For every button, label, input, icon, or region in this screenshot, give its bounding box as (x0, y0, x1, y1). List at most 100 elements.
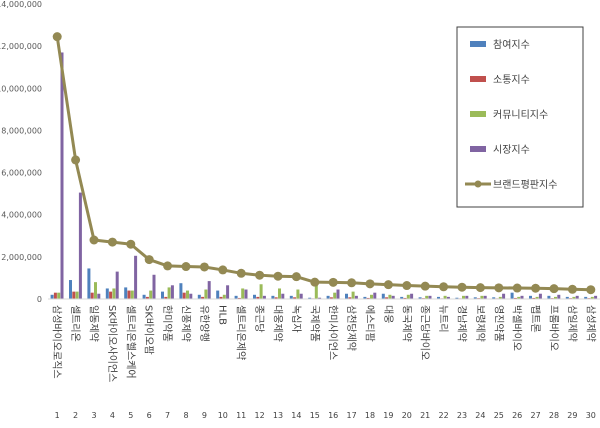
x-index-label: 26 (512, 411, 522, 420)
x-index-label: 20 (402, 411, 412, 420)
bar (271, 295, 275, 299)
x-tick-label: 박셀바이오 (511, 305, 523, 351)
x-tick-label: 뉴트리 (437, 305, 449, 333)
x-index-label: 18 (365, 411, 375, 420)
line-point (236, 268, 246, 278)
x-index-label: 30 (586, 411, 596, 420)
y-tick-label: 6,000,000 (1, 169, 42, 178)
bar (336, 289, 340, 299)
bar (90, 292, 94, 299)
bar (127, 290, 131, 299)
x-index-label: 22 (439, 411, 449, 420)
x-index-label: 2 (73, 411, 78, 420)
legend-label: 시장지수 (493, 144, 530, 156)
bar (572, 296, 576, 299)
bar (590, 296, 594, 299)
x-index-label: 4 (110, 411, 115, 420)
legend-swatch (470, 76, 486, 82)
line-point (549, 284, 559, 294)
line-point (365, 279, 375, 289)
line-point (383, 280, 393, 290)
y-tick-label: 0 (37, 295, 42, 304)
bar (370, 294, 373, 299)
bar (446, 296, 450, 299)
line-point (163, 261, 173, 271)
bar (197, 294, 201, 299)
x-tick-label: 프롬바이오 (548, 305, 560, 351)
x-tick-label: 대웅 (382, 305, 394, 323)
line-point (291, 272, 301, 282)
x-tick-label: SK바이오팜 (143, 305, 155, 355)
bar (513, 297, 517, 299)
bar (109, 291, 113, 299)
bar (400, 296, 404, 299)
bar (410, 293, 414, 299)
bar (50, 294, 54, 299)
y-tick-label: 12,000,000 (0, 42, 42, 51)
x-index-label: 1 (55, 411, 60, 420)
y-axis: 0 2,000,000 4,000,000 6,000,000 8,000,000 10,… (0, 0, 42, 304)
x-tick-label: 녹십자 (290, 305, 302, 333)
bar (259, 284, 263, 299)
bar (124, 287, 128, 299)
x-tick-label: HLB (216, 305, 227, 325)
bar (502, 293, 506, 299)
bar (69, 280, 72, 299)
bar (130, 290, 134, 299)
line-point (107, 237, 117, 247)
bar (326, 295, 330, 299)
line-point (89, 235, 99, 245)
line-point (439, 282, 449, 292)
bar (170, 285, 174, 299)
bar (594, 295, 598, 299)
bar (510, 292, 514, 299)
bar (348, 297, 352, 299)
x-tick-label: 펩트론 (529, 305, 541, 333)
line-point (420, 281, 430, 291)
x-index-label: 5 (128, 411, 133, 420)
bar (492, 297, 496, 299)
bar (345, 293, 348, 299)
bar (299, 293, 303, 299)
bar (333, 292, 337, 299)
bar (234, 295, 238, 299)
bar (186, 290, 189, 299)
line-series (52, 32, 596, 295)
bar (584, 296, 588, 299)
bar (388, 294, 392, 299)
bar (112, 288, 116, 299)
x-index-label: 7 (165, 411, 170, 420)
x-tick-label: 삼천당제약 (345, 305, 357, 351)
bar (366, 297, 370, 299)
line-point (71, 155, 81, 165)
bar (418, 297, 422, 299)
x-tick-label: 종근당바이오 (419, 305, 431, 360)
legend-swatch (470, 111, 486, 117)
x-tick-label: 일동제약 (88, 305, 100, 342)
bar (244, 289, 248, 299)
line-point (347, 278, 357, 288)
bar (465, 295, 469, 299)
bar (293, 297, 297, 299)
bar (425, 295, 429, 299)
bar (535, 296, 539, 299)
line-point (567, 284, 577, 294)
x-axis: 삼성바이오로직스 셀트리온 일동제약 SK바이오사이언스 셀트리온헬스케어 SK바이오팜 한… (48, 298, 600, 420)
x-tick-label: 한미사이언스 (327, 305, 339, 360)
line-point (586, 285, 596, 295)
bar (443, 295, 447, 299)
bar (204, 289, 208, 299)
bar (575, 295, 579, 299)
bar (354, 295, 358, 299)
x-index-label: 16 (328, 411, 338, 420)
bar (222, 294, 226, 299)
bar (256, 296, 260, 299)
x-index-label: 6 (147, 411, 152, 420)
x-index-label: 29 (567, 411, 577, 420)
bar (289, 295, 293, 299)
x-index-label: 28 (549, 411, 559, 420)
line-point (181, 262, 191, 272)
line-point (512, 283, 522, 293)
